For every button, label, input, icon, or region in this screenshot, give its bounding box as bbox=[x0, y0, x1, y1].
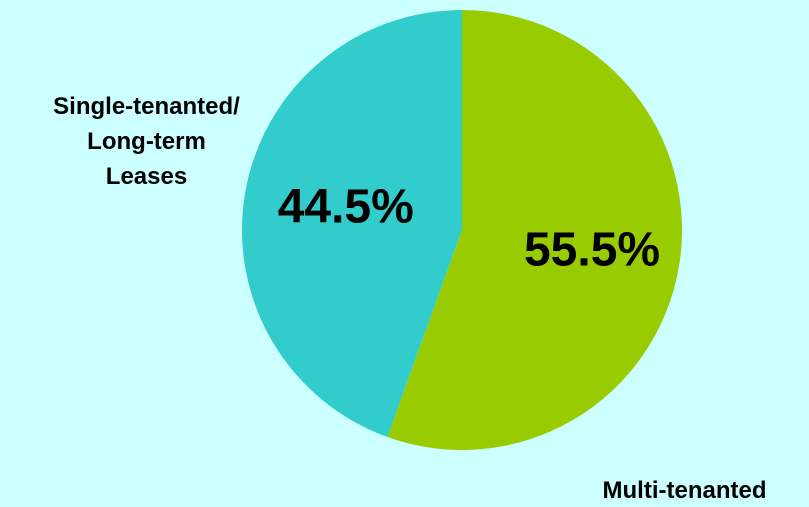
category-label-line: Leases bbox=[105, 162, 188, 190]
category-label-multi-tenanted: Multi-tenanted bbox=[560, 474, 809, 507]
category-label-line: Single-tenanted/ bbox=[53, 93, 240, 120]
pie-slice-multi-tenanted bbox=[387, 10, 683, 450]
pie-slice-single-tenanted bbox=[242, 10, 462, 437]
data-label-multi-tenanted: 55.5% bbox=[524, 223, 660, 276]
category-label-line: Long-term bbox=[87, 127, 206, 155]
category-label-line: Multi-tenanted bbox=[602, 477, 767, 504]
data-label-single-tenanted: 44.5% bbox=[278, 180, 414, 233]
category-label-single-tenanted: Single-tenanted/ Long-term Leases bbox=[14, 90, 279, 194]
